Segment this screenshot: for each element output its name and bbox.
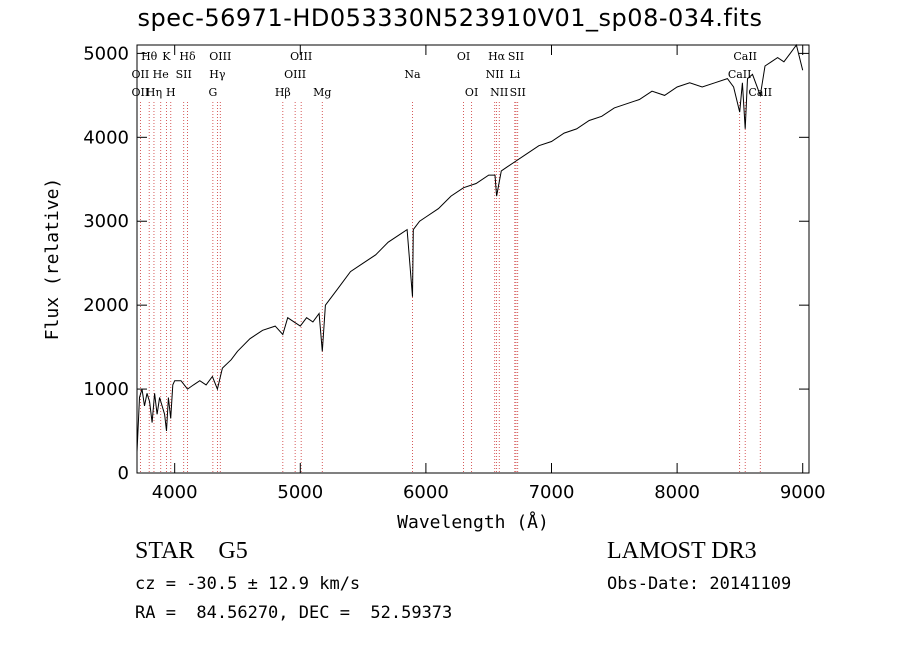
spectral-line-label: SII xyxy=(176,68,192,81)
spectral-line-label: OIII xyxy=(284,68,306,81)
spectral-line-label: NII xyxy=(490,86,508,99)
spectral-line-label: Hα xyxy=(488,50,506,63)
spectral-line-label: SII xyxy=(508,50,524,63)
y-axis-ticks: 0 1000 2000 3000 4000 5000 xyxy=(83,43,809,484)
spectral-line-label: SII xyxy=(510,86,526,99)
x-tick-label: 6000 xyxy=(403,482,449,503)
spectral-line-label: K xyxy=(162,50,171,63)
x-axis-ticks: 4000 5000 6000 7000 8000 9000 xyxy=(152,45,826,503)
y-tick-label: 4000 xyxy=(83,127,129,148)
spectral-line-label: OI xyxy=(465,86,478,99)
plot-frame xyxy=(136,44,810,474)
spectral-line-label: OI xyxy=(457,50,470,63)
redshift-value: cz = -30.5 ± 12.9 km/s xyxy=(135,574,361,594)
spectral-line-label: H xyxy=(166,86,176,99)
spectral-line-label: Na xyxy=(404,68,421,81)
observation-date: Obs-Date: 20141109 xyxy=(607,574,792,594)
x-axis-label: Wavelength (Å) xyxy=(397,511,549,533)
spectral-line-label: G xyxy=(208,86,217,99)
y-tick-label: 2000 xyxy=(83,295,129,316)
spectral-line-label: Hγ xyxy=(209,68,226,81)
object-class: STAR G5 xyxy=(135,538,248,564)
spectral-line-label: OII xyxy=(132,68,150,81)
spectral-line-label: Hθ xyxy=(141,50,158,63)
chart-title: spec-56971-HD053330N523910V01_sp08-034.f… xyxy=(137,4,763,32)
spectral-line-label: CaII xyxy=(733,50,757,63)
x-tick-label: 5000 xyxy=(277,482,323,503)
spectral-line-label: He xyxy=(153,68,169,81)
coordinates: RA = 84.56270, DEC = 52.59373 xyxy=(135,603,453,623)
survey-name: LAMOST DR3 xyxy=(607,538,757,564)
x-tick-label: 7000 xyxy=(529,482,575,503)
y-tick-label: 0 xyxy=(118,463,129,484)
spectral-line-label: CaII xyxy=(728,68,752,81)
spectral-line-label: Li xyxy=(509,68,520,81)
y-tick-label: 5000 xyxy=(83,43,129,64)
x-tick-label: 9000 xyxy=(780,482,826,503)
spectral-line-label: Hβ xyxy=(275,86,291,99)
y-axis-label: Flux (relative) xyxy=(42,178,63,341)
spectral-line-label: Mg xyxy=(313,86,331,99)
spectral-line-label: OII xyxy=(132,86,150,99)
spectrum-series-line xyxy=(136,43,804,453)
spectral-line-label: OIII xyxy=(290,50,312,63)
spectral-line-label: NII xyxy=(486,68,504,81)
x-tick-label: 8000 xyxy=(654,482,700,503)
spectral-line-markers xyxy=(139,102,761,473)
y-tick-label: 3000 xyxy=(83,211,129,232)
x-tick-label: 4000 xyxy=(152,482,198,503)
spectral-line-label: Hδ xyxy=(179,50,196,63)
y-tick-label: 1000 xyxy=(83,379,129,400)
spectral-line-label: Hη xyxy=(146,86,162,99)
spectral-line-label: OIII xyxy=(209,50,231,63)
